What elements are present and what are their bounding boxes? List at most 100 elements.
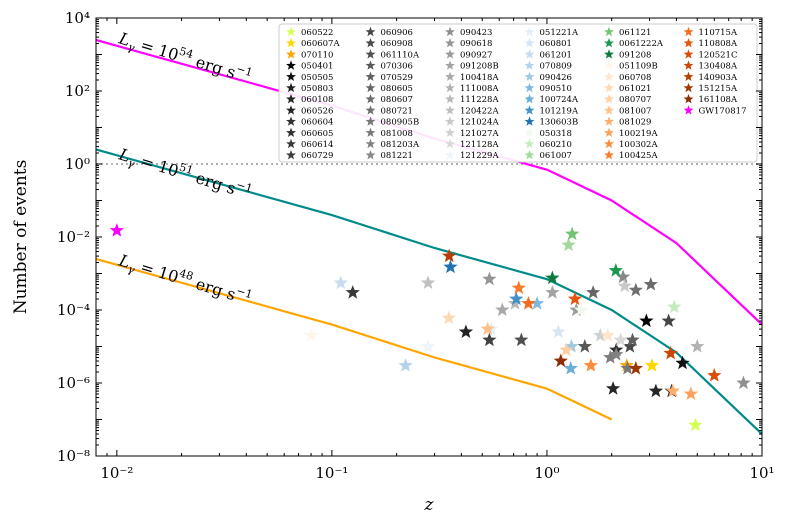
legend-marker [365,127,376,138]
point-051109B [303,328,319,342]
point-110808A [567,291,583,306]
legend-label: 101219A [540,106,579,116]
point-130603B [443,259,458,274]
point-061110A [514,332,529,347]
legend-label: 091208 [619,50,651,60]
legend-marker [604,82,614,93]
legend-label: 100418A [460,73,499,83]
point-050803 [458,324,474,339]
legend-marker [524,127,535,138]
y-tick-label: 10⁻⁴ [57,301,90,319]
legend-label: 090927 [460,50,492,60]
legend-marker [524,26,535,37]
legend-marker [604,105,614,115]
legend-label: 060607A [301,39,340,49]
legend-label: 120422A [460,106,499,116]
point-121128A [613,332,628,347]
point-070529 [625,332,640,347]
legend-label: 080905B [381,118,420,128]
point-061007 [561,237,576,252]
point-060801 [551,324,566,339]
legend-label: 051221A [540,28,579,38]
legend-label: 130408A [699,62,738,72]
legend-marker [604,116,614,126]
legend-label: 121027A [460,129,499,139]
legend-marker [445,82,455,93]
legend: 060522060607A070110050401050505050803060… [278,23,758,163]
legend-label: 080607 [381,95,413,105]
legend-marker [524,150,535,160]
point-060729 [482,332,497,347]
point-090510 [529,296,545,310]
legend-label: 060604 [301,118,333,128]
legend-marker [445,150,455,160]
tick-labels: 10⁻² 10⁻¹ 10⁰ 10¹ 10⁻⁸ 10⁻⁶ 10⁻⁴ 10⁻² 10⁰ 10² 10⁴ [57,9,775,482]
point-120422A [420,275,436,290]
legend-label: GW170817 [699,106,747,116]
legend-marker [365,38,376,48]
legend-marker [286,60,296,70]
legend-marker [683,105,694,115]
legend-marker [365,94,376,104]
point-061021 [441,310,457,325]
legend-label: 060908 [381,39,413,49]
legend-label: 120521C [699,50,738,60]
legend-marker [365,26,376,37]
point-GW170817 [109,223,124,237]
legend-label: 161108A [699,95,738,105]
legend-marker [604,71,614,82]
legend-marker [683,94,694,104]
point-060526 [648,383,664,398]
legend-label: 100219A [619,129,658,139]
point-081007 [480,321,495,336]
legend-label: 060522 [301,28,333,38]
legend-marker [286,82,296,93]
legend-label: 080605 [381,84,413,94]
x-axis-label: z [424,495,435,515]
point-100219A [683,386,699,401]
legend-marker [286,94,296,104]
x-tick-label: 10⁻¹ [315,464,348,482]
point-100425A [511,280,526,295]
point-081008 [603,349,618,364]
legend-label: 121024A [460,118,499,128]
legend-label: 081007 [619,106,651,116]
legend-marker [365,71,376,82]
y-tick-label: 10⁻⁸ [57,447,90,465]
legend-label: 061110A [381,50,420,60]
legend-label: 111228A [460,95,499,105]
point-070809 [398,358,413,372]
legend-marker [365,116,376,126]
legend-marker [604,49,614,59]
legend-label: 070529 [381,73,413,83]
legend-marker [604,127,614,138]
legend-marker [445,38,455,48]
legend-marker [365,60,376,70]
legend-label: 151215A [699,84,738,94]
legend-marker [524,49,535,59]
legend-label: 051109B [619,62,658,72]
legend-marker [286,71,296,82]
legend-marker [445,138,455,149]
legend-label: 090426 [540,73,572,83]
legend-marker [524,116,535,126]
legend-label: 060729 [301,151,333,161]
point-060210 [667,299,682,314]
point-060614 [345,285,360,299]
curve-labels: Lγ = 1054 erg s−1 Lγ = 1051 erg s−1 Lγ = 1… [116,28,254,304]
y-axis-label: Number of events [11,160,31,315]
point-060108 [605,381,621,395]
point-060906 [661,313,676,328]
point-060908 [622,339,638,353]
legend-label: 080707 [619,95,651,105]
y-tick-label: 10⁰ [65,155,90,173]
legend-label: 050505 [301,73,333,83]
legend-label: 121229A [460,151,499,161]
point-100418A [495,302,510,317]
legend-marker [286,127,296,138]
legend-marker [524,71,535,82]
legend-marker [365,150,376,160]
legend-marker [683,71,694,82]
point-080605 [586,285,601,299]
